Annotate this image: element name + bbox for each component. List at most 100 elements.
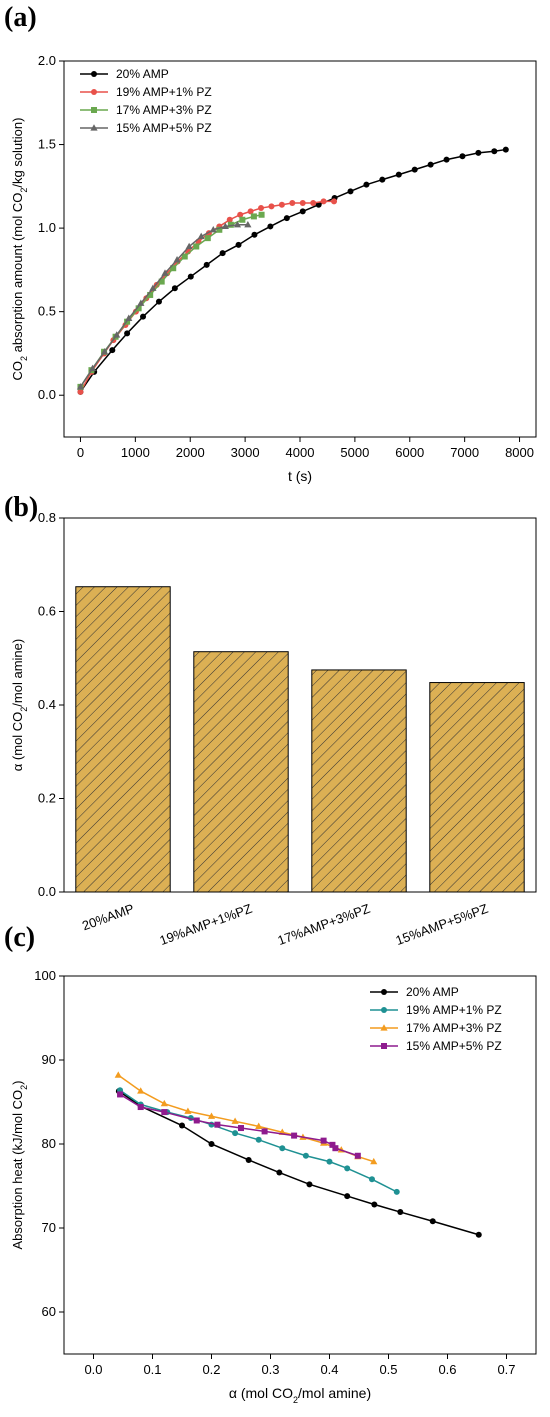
c-y-axis-label: Absorption heat (kJ/mol CO2) [10,1080,29,1249]
a-data-point [135,305,142,312]
a-y-axis-label-part: absorption amount (mol CO [10,193,25,356]
c-data-point [393,1188,400,1195]
c-x-tick-label: 0.5 [379,1362,397,1377]
a-x-tick-label: 4000 [286,445,315,460]
chart-b: 0.00.20.40.60.8α (mol CO2/mol amine)20%A… [10,510,537,948]
c-x-tick-label: 0.6 [438,1362,456,1377]
c-legend-marker [381,1043,387,1049]
c-data-point [368,1176,375,1183]
panel-b: (b) 0.0 0.2 0.4 0.6 0.8 α (mol CO2/mol amine)… [0,492,550,948]
a-data-point [171,285,178,292]
c-x-tick-label: 0.3 [261,1362,279,1377]
c-series-line [118,1090,479,1236]
a-data-point [221,222,229,230]
a-data-point [149,284,157,291]
b-y-tick-label: 0.6 [38,604,56,619]
a-data-point [459,153,466,160]
a-data-point [109,347,116,354]
a-data-point [173,256,181,263]
a-legend-marker [91,107,97,113]
c-data-point [184,1107,192,1114]
a-data-point [395,171,402,178]
a-series-3 [77,211,265,390]
panel-c: (c) 0.0 0.1 0.2 0.3 0.4 0.5 0.6 0.7 60 70 80 90 100 α… [0,920,550,1417]
a-x-tick-label: 6000 [395,445,424,460]
a-data-point [77,388,84,395]
c-x-axis-label-part: 2 [293,1395,298,1405]
a-y-axis-label: CO2 absorption amount (mol CO2/kg soluti… [10,118,29,381]
c-data-point [344,1165,351,1172]
a-data-point [268,203,275,210]
a-data-point [113,331,121,338]
c-data-point [161,1109,168,1116]
a-y-tick-label: 2.0 [38,53,56,68]
a-data-point [227,221,234,228]
c-legend-label: 17% AMP+3% PZ [406,1021,502,1035]
a-data-point [158,278,165,285]
a-data-point [299,200,306,207]
a-data-point [244,220,252,228]
c-data-point [332,1145,339,1152]
a-data-point [197,232,205,240]
a-plot-frame [63,60,537,438]
b-y-tick-label: 0.4 [38,697,56,712]
c-data-point [371,1201,378,1208]
a-series-line [79,200,335,393]
a-x-tick-label: 3000 [231,445,260,460]
a-y-axis-label-part: /kg solution) [10,118,25,188]
a-data-point [88,364,97,372]
a-legend-label: 19% AMP+1% PZ [116,85,212,99]
bar [75,586,171,893]
c-legend-label: 19% AMP+1% PZ [406,1003,502,1017]
c-x-tick-label: 0.7 [497,1362,515,1377]
c-series-4 [117,1091,361,1159]
a-data-point [258,211,265,218]
c-x-tick-label: 0.0 [84,1362,102,1377]
b-y-axis-label-part: /mol amine) [10,639,25,707]
a-data-point [299,208,306,215]
a-data-point [147,291,154,298]
c-y-axis-label-part: Absorption heat (kJ/mol CO [10,1090,25,1250]
c-data-point [320,1137,327,1144]
a-legend: 20% AMP 19% AMP+1% PZ 17% AMP+3% PZ 15% AMP… [80,67,212,135]
c-data-point [232,1130,239,1137]
a-data-point [267,223,274,230]
c-legend-marker [381,989,387,995]
c-data-point [137,1104,144,1111]
c-y-tick-label: 90 [42,1052,56,1067]
a-data-point [76,383,85,390]
a-data-point [247,208,254,215]
a-data-point [283,215,290,222]
c-y-tick-label: 70 [42,1220,56,1235]
a-data-point [475,149,482,156]
c-x-tick-label: 0.2 [202,1362,220,1377]
a-series-line [79,214,262,388]
a-data-point [233,220,242,228]
a-series-4 [76,220,252,390]
c-data-point [231,1117,239,1124]
a-data-point [411,166,418,173]
a-data-point [331,198,338,205]
c-data-point [117,1091,124,1098]
c-series-2 [117,1087,400,1195]
a-data-point [216,226,223,233]
b-y-axis-label-part: α (mol CO [10,712,25,772]
c-data-point [429,1218,436,1225]
a-data-point [193,243,200,250]
c-legend-marker [381,1007,387,1013]
c-x-axis-label-part: /mol amine) [298,1385,371,1401]
a-series-2 [77,198,338,395]
c-x-tick-label: 0.1 [143,1362,161,1377]
a-y-tick-label: 0.0 [38,387,56,402]
chart-a: 0 1000 2000 3000 4000 5000 6000 7000 8000 0.0 0.5 1… [10,53,537,484]
c-legend-label: 20% AMP [406,985,459,999]
a-data-point [185,242,193,250]
a-data-point [161,269,169,276]
a-data-point [379,176,386,183]
c-x-axis-label-part: α (mol CO [229,1385,293,1401]
a-data-point [203,261,210,268]
c-y-axis-label-part: 2 [19,1085,29,1090]
c-legend-label: 15% AMP+5% PZ [406,1039,502,1053]
a-y-axis-label-part: 2 [19,188,29,193]
a-y-tick-label: 1.0 [38,220,56,235]
